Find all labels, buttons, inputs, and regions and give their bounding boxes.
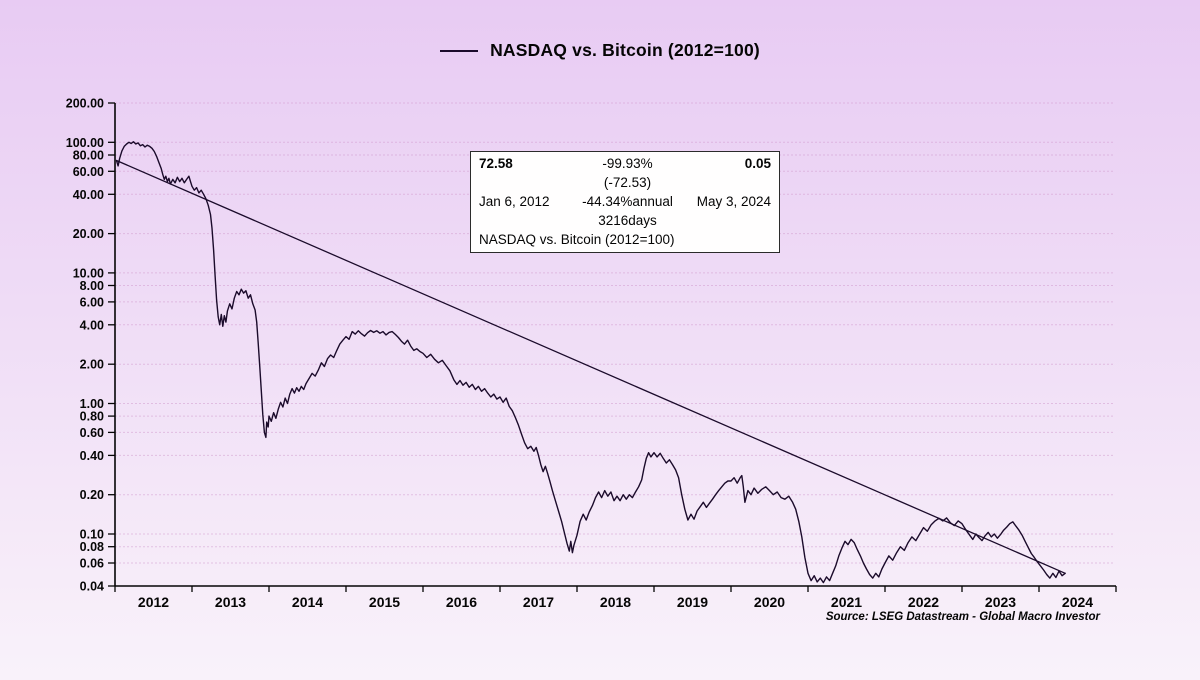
stat-end-date: May 3, 2024 [696,194,771,209]
svg-text:20.00: 20.00 [73,227,104,241]
stat-duration: 3216days [598,213,657,228]
svg-text:0.80: 0.80 [80,410,104,424]
stat-end-value: 0.05 [744,156,771,171]
svg-text:2014: 2014 [292,594,323,610]
svg-text:2018: 2018 [600,594,631,610]
svg-text:2012: 2012 [138,594,169,610]
legend-line-icon [440,49,479,52]
source-note: Source: LSEG Datastream - Global Macro I… [825,611,1100,623]
svg-text:2020: 2020 [754,594,785,610]
stat-series-name: NASDAQ vs. Bitcoin (2012=100) [479,232,675,247]
svg-text:200.00: 200.00 [66,97,104,111]
stats-box: 72.58 -99.93%(-72.53) 0.05 Jan 6, 2012 -… [470,151,780,253]
svg-text:0.10: 0.10 [80,528,104,542]
stat-total-return: -99.93%(-72.53) [602,156,653,190]
stat-start-date: Jan 6, 2012 [479,194,550,209]
svg-text:2024: 2024 [1062,594,1093,610]
svg-text:6.00: 6.00 [80,295,104,309]
svg-text:0.04: 0.04 [80,580,104,594]
svg-text:0.08: 0.08 [80,540,104,554]
svg-text:60.00: 60.00 [73,165,104,179]
svg-text:40.00: 40.00 [73,188,104,202]
svg-text:2023: 2023 [985,594,1016,610]
svg-text:0.40: 0.40 [80,449,104,463]
svg-text:0.20: 0.20 [80,488,104,502]
svg-text:2019: 2019 [677,594,708,610]
svg-text:2017: 2017 [523,594,554,610]
svg-text:0.06: 0.06 [80,557,104,571]
stats-row-dates: Jan 6, 2012 -44.34%annual May 3, 2024 [471,192,779,211]
svg-text:100.00: 100.00 [66,136,104,150]
chart-title: NASDAQ vs. Bitcoin (2012=100) [490,40,760,60]
svg-text:2021: 2021 [831,594,862,610]
chart-header: NASDAQ vs. Bitcoin (2012=100) [0,40,1200,61]
stats-row-duration: 3216days [471,211,779,230]
svg-text:0.60: 0.60 [80,426,104,440]
stat-annual-return: -44.34%annual [582,194,673,209]
stats-row-values: 72.58 -99.93%(-72.53) 0.05 [471,154,779,192]
svg-text:1.00: 1.00 [80,397,104,411]
stat-start-value: 72.58 [479,156,513,171]
svg-text:8.00: 8.00 [80,279,104,293]
svg-text:2.00: 2.00 [80,358,104,372]
svg-text:2013: 2013 [215,594,246,610]
svg-text:2022: 2022 [908,594,939,610]
svg-text:10.00: 10.00 [73,266,104,280]
svg-text:4.00: 4.00 [80,318,104,332]
svg-text:2015: 2015 [369,594,400,610]
svg-text:2016: 2016 [446,594,477,610]
svg-text:80.00: 80.00 [73,149,104,163]
